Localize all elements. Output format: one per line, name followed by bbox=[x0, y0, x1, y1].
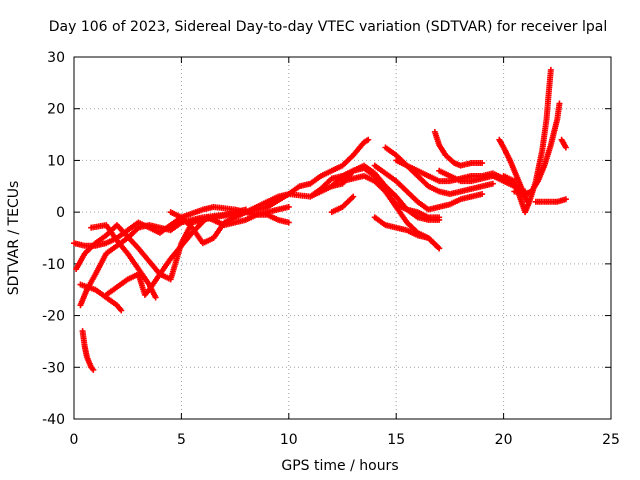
data-point bbox=[562, 196, 569, 203]
series-arc-2 bbox=[73, 167, 357, 283]
data-point bbox=[350, 193, 357, 200]
data-point bbox=[479, 160, 486, 167]
y-tick-label: -30 bbox=[42, 360, 65, 376]
x-tick-label: 25 bbox=[602, 432, 620, 448]
x-tick-label: 20 bbox=[495, 432, 513, 448]
data-point bbox=[489, 180, 496, 187]
x-tick-label: 10 bbox=[280, 432, 298, 448]
data-point bbox=[562, 144, 569, 151]
data-point bbox=[479, 191, 486, 198]
x-axis-label: GPS time / hours bbox=[281, 458, 398, 474]
series-arc-8 bbox=[167, 136, 372, 247]
data-point bbox=[285, 203, 292, 210]
axis-ticks: 0 5 10 15 20 25 -40 -30 -20 -10 0 10 20 30 bbox=[42, 50, 620, 448]
y-axis-label: SDTVAR / TECUs bbox=[6, 181, 22, 296]
y-tick-label: 10 bbox=[47, 153, 65, 169]
data-marks bbox=[71, 66, 569, 373]
data-point bbox=[152, 294, 159, 301]
series-arc-23 bbox=[558, 136, 569, 151]
series-arc-13 bbox=[328, 193, 357, 216]
data-point bbox=[556, 100, 563, 107]
series-arc-21 bbox=[511, 100, 563, 198]
series-arc-7 bbox=[103, 211, 292, 298]
grid-lines bbox=[74, 57, 611, 419]
y-tick-label: 0 bbox=[56, 205, 65, 221]
data-point bbox=[118, 307, 125, 314]
data-point bbox=[436, 214, 443, 221]
data-point bbox=[285, 219, 292, 226]
data-point bbox=[90, 366, 97, 373]
y-tick-label: -40 bbox=[42, 412, 65, 428]
y-tick-label: -20 bbox=[42, 309, 65, 325]
chart-title: Day 106 of 2023, Sidereal Day-to-day VTE… bbox=[49, 19, 607, 35]
series-arc-12 bbox=[371, 214, 443, 252]
plot-frame bbox=[73, 56, 612, 420]
series-arc-4 bbox=[77, 281, 125, 314]
y-tick-label: 20 bbox=[47, 102, 65, 118]
data-point bbox=[436, 245, 443, 252]
series-arc-22 bbox=[532, 196, 569, 205]
series-arc-11 bbox=[339, 172, 443, 221]
series-arc-3 bbox=[77, 206, 249, 309]
series-arc-14 bbox=[371, 162, 486, 213]
y-tick-label: -10 bbox=[42, 257, 65, 273]
data-point bbox=[547, 66, 554, 73]
data-point bbox=[365, 136, 372, 143]
x-tick-label: 5 bbox=[177, 432, 186, 448]
series-arc-18 bbox=[436, 167, 529, 200]
x-tick-label: 0 bbox=[70, 432, 79, 448]
series-arc-5 bbox=[79, 328, 97, 373]
y-tick-label: 30 bbox=[47, 50, 65, 66]
x-tick-label: 15 bbox=[387, 432, 405, 448]
series-arc-17 bbox=[431, 128, 486, 169]
